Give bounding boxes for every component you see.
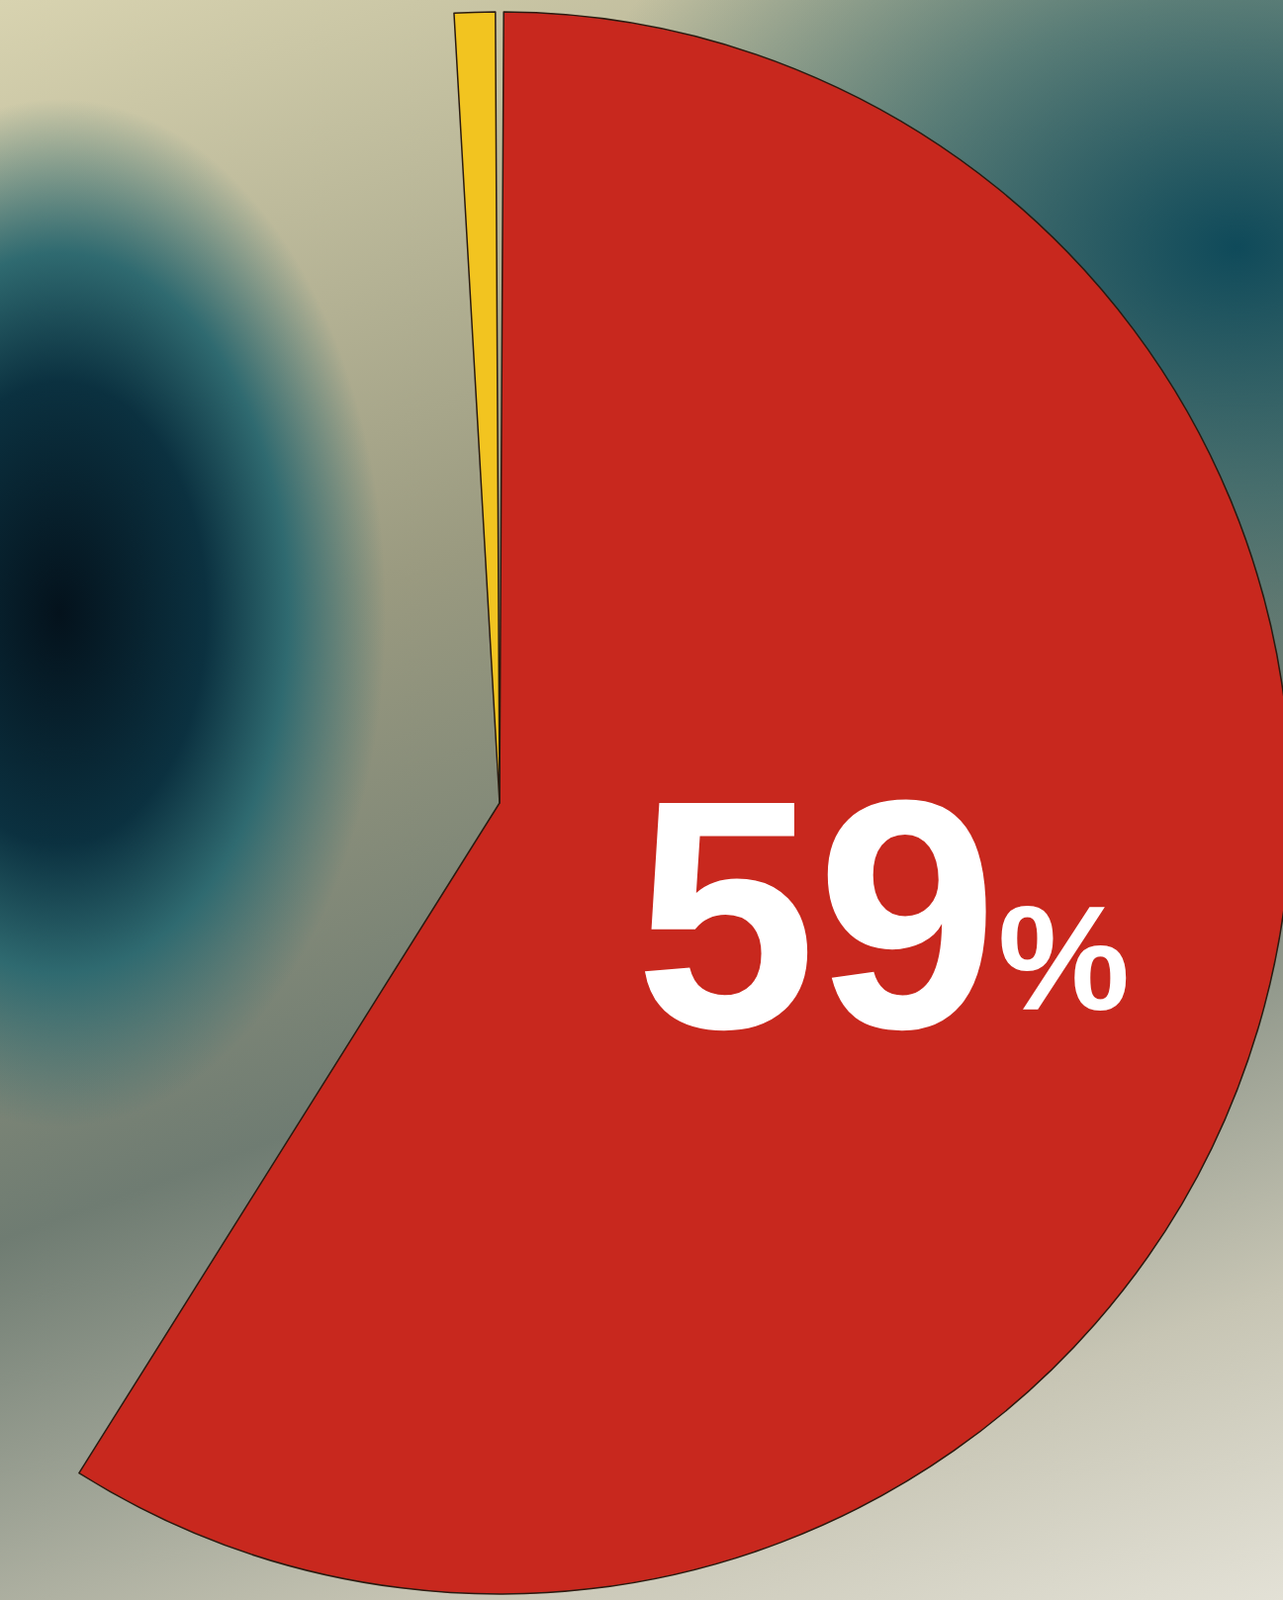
svg-text:%: % xyxy=(998,875,1130,1042)
svg-text:59: 59 xyxy=(635,732,999,1098)
